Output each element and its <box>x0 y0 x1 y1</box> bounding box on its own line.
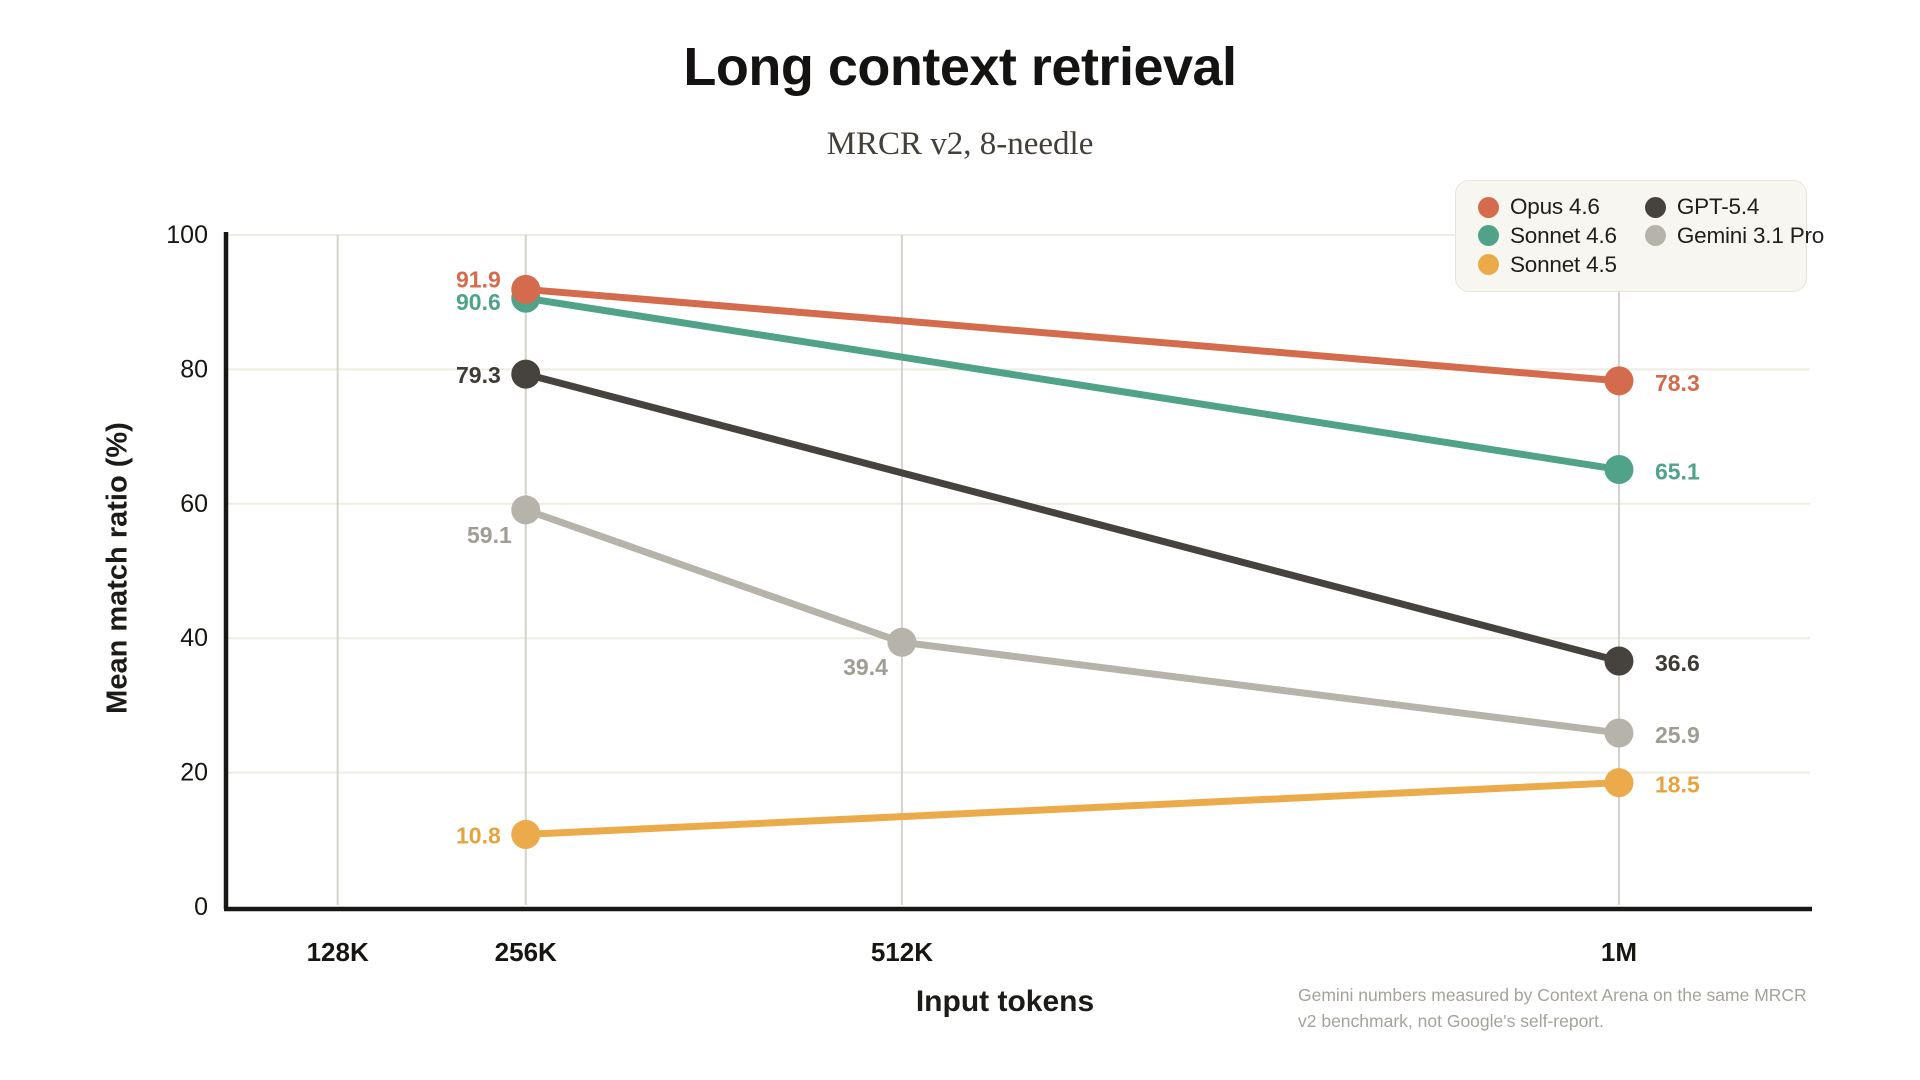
series-line <box>522 779 1623 838</box>
x-axis-title: Input tokens <box>915 985 1095 1018</box>
legend-item-label: Opus 4.6 <box>1510 194 1600 220</box>
series-line <box>522 370 1623 665</box>
x-tick-label: 256K <box>495 937 557 967</box>
footnote-line: v2 benchmark, not Google's self-report. <box>1298 1011 1604 1032</box>
x-tick-label: 128K <box>307 937 369 967</box>
y-tick-label: 20 <box>180 759 208 787</box>
data-point-label: 91.9 <box>456 266 501 292</box>
data-point <box>1604 768 1634 798</box>
data-point <box>511 274 541 304</box>
data-point-label: 36.6 <box>1655 650 1700 676</box>
legend-item-label: GPT-5.4 <box>1676 194 1760 220</box>
y-axis-title: Mean match ratio (%) <box>101 422 134 714</box>
legend-dot-icon <box>1644 196 1666 218</box>
data-point-label: 90.6 <box>456 289 501 315</box>
series-line <box>522 285 1623 385</box>
legend-item: Sonnet 4.5 <box>1478 252 1617 278</box>
legend-item-label: Sonnet 4.6 <box>1510 222 1617 248</box>
data-point-label: 10.8 <box>456 822 501 848</box>
x-tick-label: 1M <box>1601 937 1637 967</box>
y-tick-label: 80 <box>180 355 208 383</box>
data-point-label: 79.3 <box>456 362 501 388</box>
data-point-label: 18.5 <box>1655 772 1700 798</box>
data-point <box>511 495 541 525</box>
data-point-label: 25.9 <box>1655 722 1700 748</box>
data-point <box>511 359 541 389</box>
chart-subtitle: MRCR v2, 8-needle <box>826 126 1094 162</box>
legend-dot-icon <box>1478 254 1499 276</box>
legend-dot-icon <box>1478 196 1499 218</box>
x-tick-label: 512K <box>871 937 933 967</box>
footnote: Gemini numbers measured by Context Arena… <box>1298 982 1818 1035</box>
legend-dot-icon <box>1478 225 1499 247</box>
data-point-label: 65.1 <box>1655 459 1700 485</box>
y-tick-label: 100 <box>166 221 208 249</box>
data-point <box>511 819 541 849</box>
legend-item: GPT-5.4 <box>1644 194 1824 220</box>
legend-item-label: Gemini 3.1 Pro <box>1676 222 1825 248</box>
y-tick-label: 0 <box>194 893 208 921</box>
data-point <box>887 627 917 657</box>
legend-dot-icon <box>1644 225 1666 247</box>
series-line <box>522 294 1623 474</box>
data-point <box>1604 455 1634 485</box>
data-point <box>1604 366 1634 396</box>
data-point-label: 39.4 <box>843 654 888 680</box>
chart-title: Long context retrieval <box>683 37 1237 97</box>
legend: Opus 4.6 Sonnet 4.6 Sonnet 4.5 GPT-5.4 Gemin… <box>1455 180 1824 292</box>
legend-item: Gemini 3.1 Pro <box>1644 222 1825 249</box>
data-point-label: 59.1 <box>467 522 512 548</box>
legend-item: Opus 4.6 <box>1478 194 1617 220</box>
legend-item-label: Sonnet 4.5 <box>1510 251 1617 277</box>
y-tick-label: 40 <box>180 624 208 652</box>
legend-item: Sonnet 4.6 <box>1478 223 1617 249</box>
footnote-line: Gemini numbers measured by Context Arena… <box>1298 985 1807 1005</box>
data-point-label: 78.3 <box>1655 370 1700 396</box>
data-point <box>1604 718 1634 748</box>
y-tick-label: 60 <box>180 490 208 518</box>
data-point <box>1604 646 1634 676</box>
